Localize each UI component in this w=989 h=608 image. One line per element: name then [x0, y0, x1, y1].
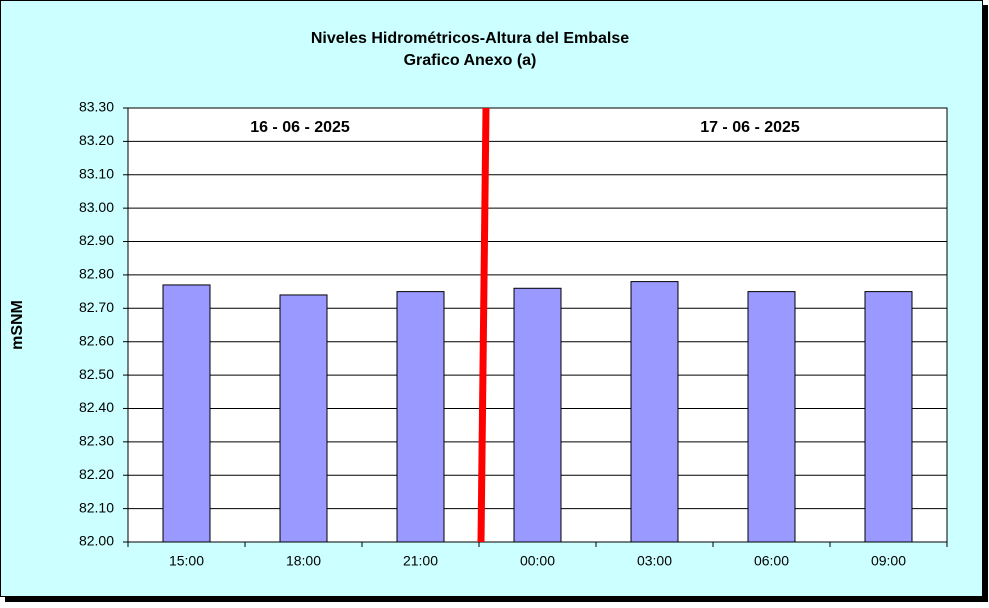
x-tick-label: 15:00	[169, 553, 204, 569]
x-tick-label: 06:00	[754, 553, 789, 569]
x-tick-label: 21:00	[403, 553, 438, 569]
bar	[396, 291, 445, 543]
bar	[162, 284, 211, 543]
bar	[864, 291, 913, 543]
y-tick-label: 82.60	[79, 332, 114, 348]
y-tick-label: 82.40	[79, 399, 114, 415]
date-divider	[477, 107, 490, 543]
bar	[513, 287, 562, 543]
chart-title: Niveles Hidrométricos-Altura del Embalse	[311, 30, 629, 47]
y-tick-label: 83.10	[79, 165, 114, 181]
x-tick-label: 03:00	[637, 553, 672, 569]
y-tick-label: 83.30	[79, 99, 114, 115]
bar	[279, 294, 328, 543]
chart-subtitle: Grafico Anexo (a)	[404, 52, 537, 69]
y-tick-label: 82.50	[79, 366, 114, 382]
y-tick-label: 83.00	[79, 199, 114, 215]
y-tick-label: 82.20	[79, 466, 114, 482]
y-tick-label: 82.30	[79, 433, 114, 449]
date-annotation: 17 - 06 - 2025	[700, 119, 800, 136]
plot: 82.00 82.10 82.20 82.30 82.40 82.50 82.60 82.70…	[79, 99, 948, 569]
y-tick-label: 82.00	[79, 533, 114, 549]
plot-border	[127, 107, 948, 543]
bar	[630, 281, 679, 543]
x-tick-label: 09:00	[871, 553, 906, 569]
x-tick-label: 00:00	[520, 553, 555, 569]
x-tick-label: 18:00	[286, 553, 321, 569]
y-tick-label: 82.10	[79, 499, 114, 515]
y-tick-label: 82.90	[79, 232, 114, 248]
date-annotation: 16 - 06 - 2025	[250, 119, 350, 136]
y-axis-label: mSNM	[9, 300, 26, 350]
y-tick-label: 83.20	[79, 132, 114, 148]
y-tick-label: 82.70	[79, 299, 114, 315]
y-tick-label: 82.80	[79, 266, 114, 282]
bar	[747, 291, 796, 543]
